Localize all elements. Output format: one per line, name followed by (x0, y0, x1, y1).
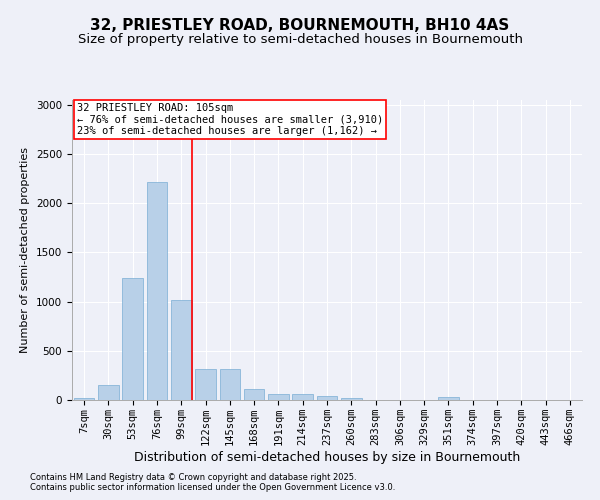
Bar (146, 182, 167, 400)
Y-axis label: Number of semi-detached properties: Number of semi-detached properties (20, 147, 31, 353)
Bar (98, 385, 119, 400)
Bar (195, 368, 216, 400)
Bar (171, 300, 191, 400)
X-axis label: Distribution of semi-detached houses by size in Bournemouth: Distribution of semi-detached houses by … (134, 450, 520, 464)
Bar (122, 278, 143, 400)
Bar (341, 398, 362, 400)
Bar (74, 398, 94, 400)
Bar (292, 394, 313, 400)
Bar (317, 396, 337, 400)
Text: Contains public sector information licensed under the Open Government Licence v3: Contains public sector information licen… (30, 484, 395, 492)
Text: Size of property relative to semi-detached houses in Bournemouth: Size of property relative to semi-detach… (77, 32, 523, 46)
Bar (244, 389, 265, 400)
Text: Contains HM Land Registry data © Crown copyright and database right 2025.: Contains HM Land Registry data © Crown c… (30, 474, 356, 482)
Text: 32, PRIESTLEY ROAD, BOURNEMOUTH, BH10 4AS: 32, PRIESTLEY ROAD, BOURNEMOUTH, BH10 4A… (91, 18, 509, 32)
Bar (438, 397, 459, 400)
Bar (268, 394, 289, 400)
Bar (220, 368, 240, 400)
Text: 32 PRIESTLEY ROAD: 105sqm
← 76% of semi-detached houses are smaller (3,910)
23% : 32 PRIESTLEY ROAD: 105sqm ← 76% of semi-… (77, 103, 383, 136)
